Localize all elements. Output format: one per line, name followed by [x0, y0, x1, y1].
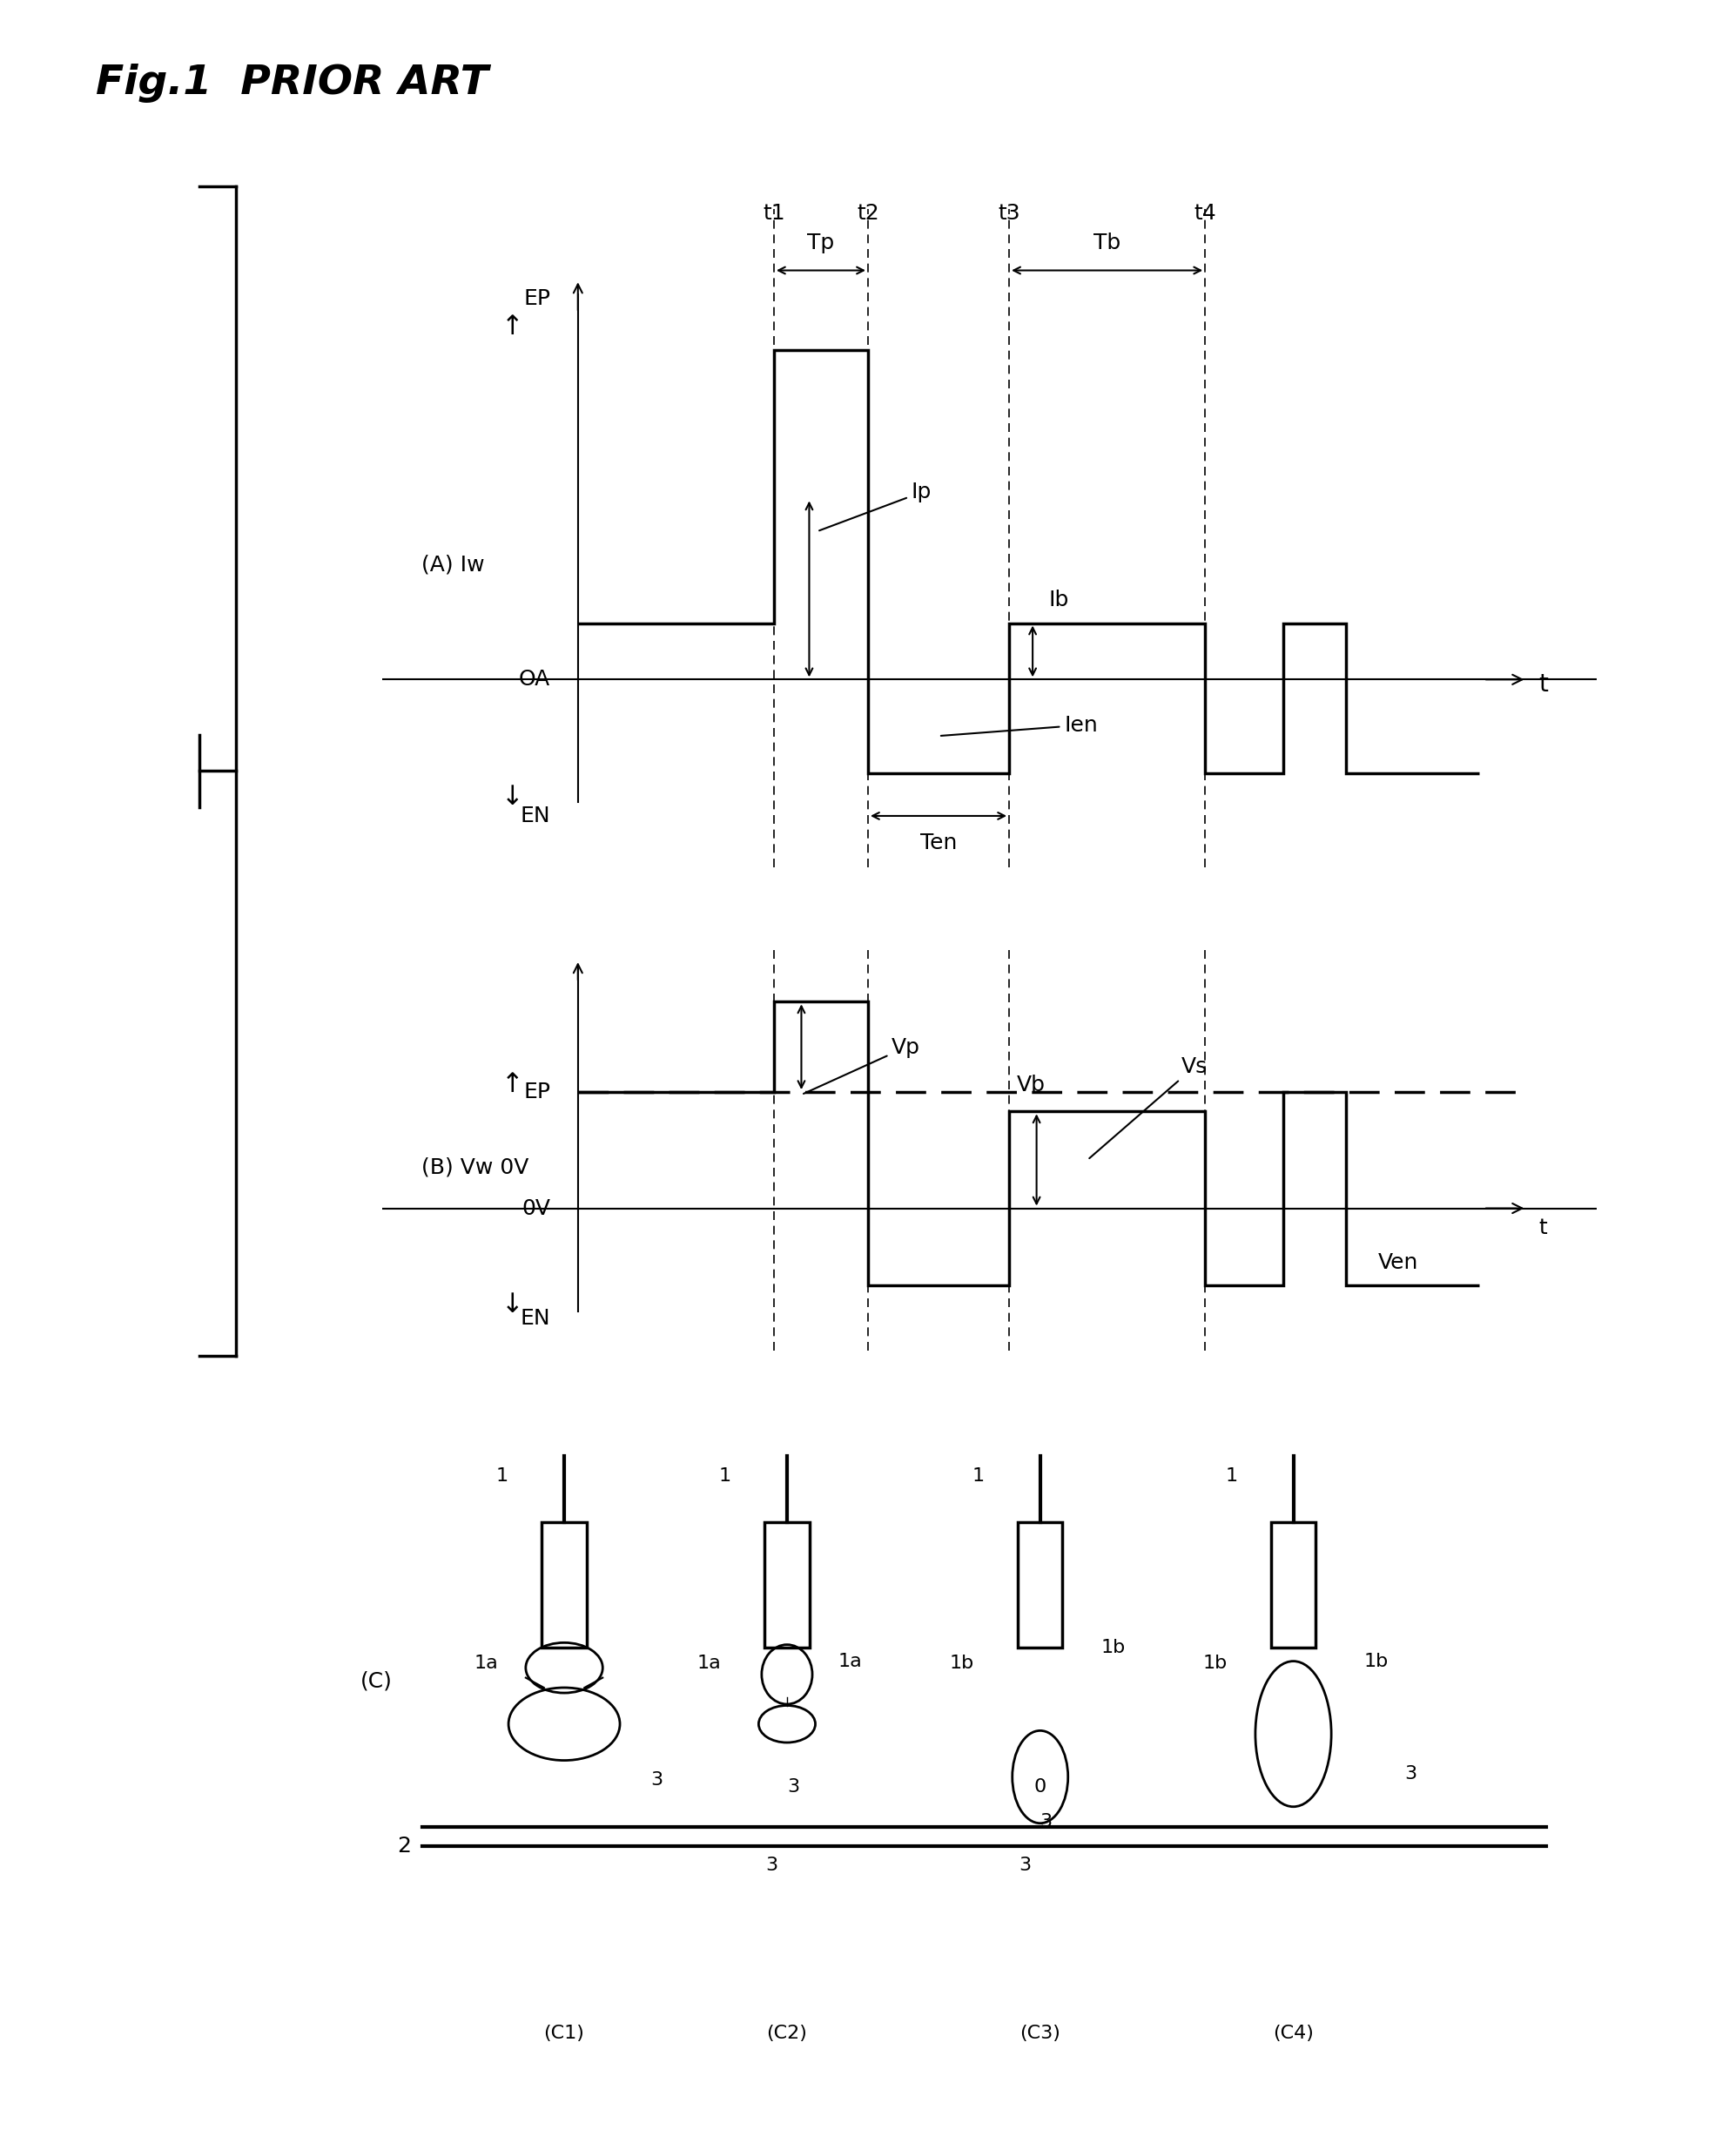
Text: Ib: Ib [1049, 590, 1069, 611]
Text: t: t [1538, 673, 1549, 697]
Text: Vb: Vb [1017, 1074, 1045, 1095]
Text: (C4): (C4) [1272, 2026, 1314, 2043]
Text: 3: 3 [1404, 1766, 1417, 1783]
Text: Tb: Tb [1094, 232, 1121, 253]
Text: EN: EN [521, 1308, 550, 1329]
Text: 1a: 1a [837, 1653, 861, 1670]
Text: (C1): (C1) [543, 2026, 585, 2043]
Text: (C3): (C3) [1019, 2026, 1061, 2043]
Text: (A) Iw: (A) Iw [422, 554, 484, 575]
Text: OA: OA [519, 669, 550, 690]
Text: 1: 1 [719, 1468, 731, 1485]
Text: Tp: Tp [807, 232, 835, 253]
Text: t2: t2 [858, 202, 878, 224]
Text: 1b: 1b [1364, 1653, 1389, 1670]
Text: t3: t3 [998, 202, 1021, 224]
Text: 1a: 1a [696, 1655, 720, 1672]
Text: 2: 2 [398, 1836, 411, 1857]
Bar [764, 1523, 809, 1649]
Bar [1271, 1523, 1316, 1649]
Bar [542, 1523, 587, 1649]
Text: EP: EP [524, 1082, 550, 1103]
Text: 3: 3 [766, 1855, 778, 1874]
Text: 0V: 0V [523, 1197, 550, 1218]
Text: (B) Vw 0V: (B) Vw 0V [422, 1157, 528, 1178]
Text: 1: 1 [1226, 1468, 1238, 1485]
Text: t: t [1538, 1216, 1547, 1238]
Text: Ip: Ip [819, 481, 932, 530]
Text: 1: 1 [496, 1468, 509, 1485]
Text: Vs: Vs [1090, 1056, 1208, 1159]
Text: t4: t4 [1194, 202, 1217, 224]
Text: Vp: Vp [804, 1037, 920, 1093]
Text: 3: 3 [651, 1772, 663, 1789]
Text: Fig.1  PRIOR ART: Fig.1 PRIOR ART [95, 64, 488, 102]
Text: 0: 0 [1035, 1779, 1047, 1796]
Text: 3: 3 [1019, 1855, 1031, 1874]
Text: Ien: Ien [941, 716, 1097, 735]
Text: 1b: 1b [1101, 1640, 1125, 1657]
Text: 3: 3 [786, 1779, 799, 1796]
Text: ↓: ↓ [502, 784, 523, 809]
Text: EN: EN [521, 805, 550, 826]
Text: 1b: 1b [1203, 1655, 1227, 1672]
Text: 1b: 1b [950, 1655, 974, 1672]
Text: ↓: ↓ [502, 1293, 523, 1318]
Text: (C): (C) [359, 1670, 392, 1691]
Text: ↑: ↑ [502, 315, 523, 339]
Text: Ven: Ven [1378, 1252, 1418, 1274]
Text: Ten: Ten [920, 833, 957, 854]
Text: (C2): (C2) [767, 2026, 807, 2043]
Text: ↑: ↑ [502, 1071, 523, 1097]
Text: t1: t1 [762, 202, 785, 224]
Bar [1017, 1523, 1062, 1649]
Text: 1: 1 [972, 1468, 984, 1485]
Text: EP: EP [524, 288, 550, 309]
Text: 3: 3 [1040, 1813, 1052, 1830]
Text: 1a: 1a [474, 1655, 498, 1672]
